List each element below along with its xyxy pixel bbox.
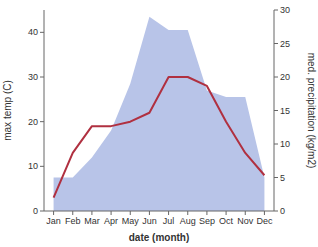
precip-area xyxy=(54,17,265,211)
y2-tick xyxy=(274,177,278,178)
x-tick-label: Apr xyxy=(104,216,118,226)
x-tick xyxy=(91,211,92,215)
x-tick-label: Sep xyxy=(199,216,215,226)
x-tick-label: Nov xyxy=(237,216,254,226)
y2-tick-label: 5 xyxy=(280,173,285,183)
y2-tick xyxy=(274,10,278,11)
x-tick-label: Jun xyxy=(142,216,157,226)
y-tick-label: 30 xyxy=(28,72,38,82)
x-tick xyxy=(206,211,207,215)
y-tick xyxy=(40,211,44,212)
chart: 0 10 20 30 40 0 5 10 15 20 25 30 Jan FebMar Apr MayJun J… xyxy=(0,0,318,247)
y2-tick xyxy=(274,77,278,78)
x-tick xyxy=(149,211,150,215)
y-axis-line xyxy=(44,10,45,211)
x-tick xyxy=(72,211,73,215)
x-tick-label: Dec xyxy=(256,216,273,226)
x-tick xyxy=(53,211,54,215)
y-tick-label: 0 xyxy=(33,206,38,216)
y2-tick-label: 0 xyxy=(280,206,285,216)
y-tick xyxy=(40,121,44,122)
x-tick xyxy=(130,211,131,215)
y2-tick-label: 25 xyxy=(280,39,290,49)
x-tick xyxy=(187,211,188,215)
y2-axis-label: med. precipitation (kg/m2) xyxy=(306,53,317,169)
y2-tick-label: 10 xyxy=(280,139,290,149)
x-axis-label: date (month) xyxy=(129,232,190,243)
x-tick xyxy=(168,211,169,215)
x-tick xyxy=(245,211,246,215)
y-tick xyxy=(40,77,44,78)
x-tick-label: Oct xyxy=(219,216,234,226)
x-tick-label: Jan xyxy=(46,216,61,226)
y2-tick xyxy=(274,144,278,145)
y-tick-label: 20 xyxy=(28,117,38,127)
y2-tick xyxy=(274,43,278,44)
y-axis-label: max temp (C) xyxy=(2,80,13,141)
x-tick-label: Aug xyxy=(180,216,196,226)
x-axis-line xyxy=(44,211,274,212)
x-tick-label: May xyxy=(122,216,140,226)
x-tick-label: Feb xyxy=(65,216,81,226)
x-tick xyxy=(264,211,265,215)
y2-tick xyxy=(274,211,278,212)
temp-line xyxy=(54,77,265,198)
y-tick-label: 40 xyxy=(28,27,38,37)
plot-marks xyxy=(54,17,265,211)
x-tick xyxy=(111,211,112,215)
y-tick xyxy=(40,32,44,33)
y-tick xyxy=(40,166,44,167)
y-tick-label: 10 xyxy=(28,161,38,171)
y2-tick-label: 30 xyxy=(280,5,290,15)
x-tick xyxy=(226,211,227,215)
x-tick-label: Mar xyxy=(84,216,100,226)
x-tick-label: Jul xyxy=(163,216,175,226)
y2-tick xyxy=(274,110,278,111)
chart-container: 0 10 20 30 40 0 5 10 15 20 25 30 Jan FebMar Apr MayJun J… xyxy=(0,0,318,247)
y2-tick-label: 15 xyxy=(280,106,290,116)
y2-tick-label: 20 xyxy=(280,72,290,82)
